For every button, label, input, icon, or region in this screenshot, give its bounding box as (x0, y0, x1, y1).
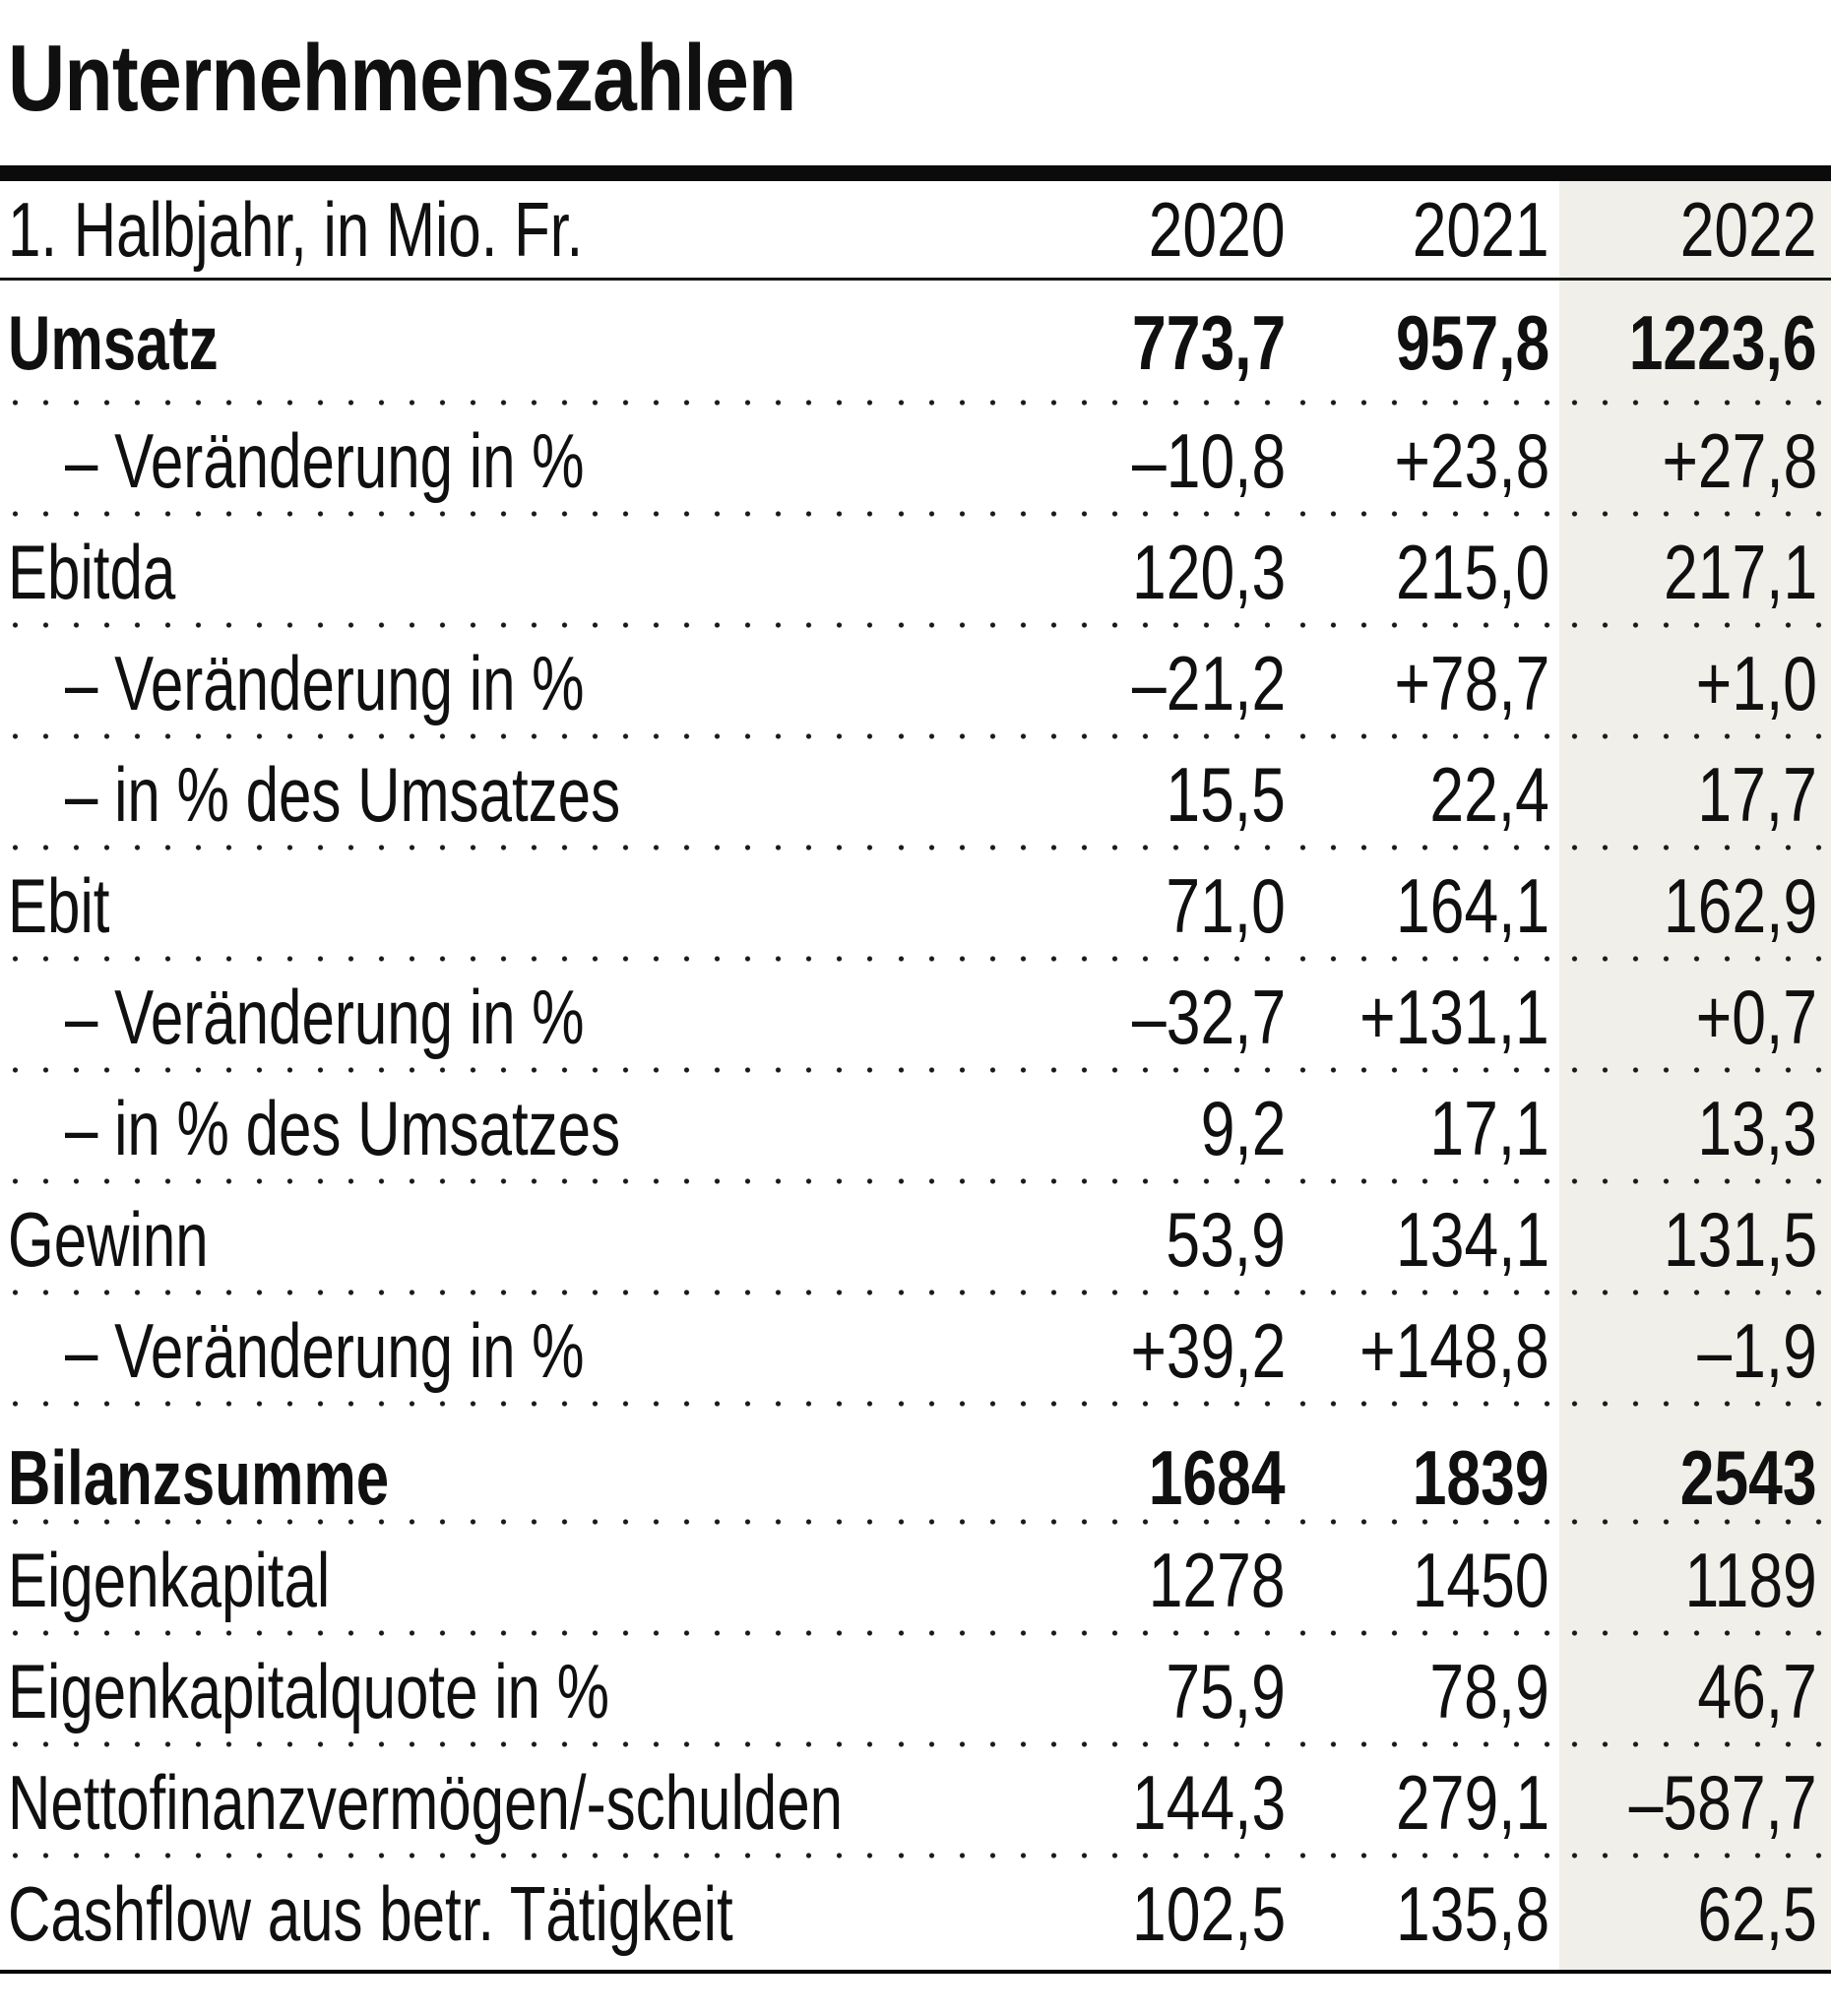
value-2021: 215,0 (1395, 529, 1549, 615)
value-2022: 162,9 (1663, 862, 1817, 949)
value-2020: 120,3 (1131, 529, 1286, 615)
header-row: 1. Halbjahr, in Mio. Fr. 2020 2021 2022 (0, 181, 1831, 281)
value-2022: –587,7 (1629, 1759, 1817, 1846)
value-2020: +39,2 (1130, 1307, 1286, 1394)
title-block: Unternehmenszahlen (0, 0, 1831, 165)
row-label: Ebit (8, 862, 110, 949)
row-label: Ebitda (8, 529, 176, 615)
value-2022: 131,5 (1663, 1196, 1817, 1283)
value-2021: +23,8 (1394, 417, 1549, 504)
row-label: Umsatz (8, 299, 219, 386)
value-2022: 62,5 (1697, 1870, 1817, 1957)
value-2021: 1839 (1413, 1433, 1549, 1521)
value-2021: 957,8 (1395, 299, 1549, 386)
row-label: Nettofinanzvermögen/-schulden (8, 1759, 843, 1846)
year-header-2022: 2022 (1559, 181, 1831, 281)
row-label: – Veränderung in % (65, 974, 585, 1060)
title-rule (0, 165, 1831, 181)
value-2020: 102,5 (1131, 1870, 1286, 1957)
value-2021: 1450 (1413, 1537, 1549, 1623)
value-2022: 46,7 (1697, 1648, 1817, 1734)
value-2022: 217,1 (1663, 529, 1817, 615)
value-2021: 135,8 (1395, 1870, 1549, 1957)
table-row: Nettofinanzvermögen/-schulden 144,3 279,… (0, 1747, 1831, 1858)
value-2020: 9,2 (1200, 1085, 1286, 1171)
row-label: Gewinn (8, 1196, 209, 1283)
value-2020: –21,2 (1131, 640, 1286, 726)
unit-label: 1. Halbjahr, in Mio. Fr. (8, 185, 584, 273)
value-2022: 17,7 (1697, 751, 1817, 838)
row-label: Eigenkapitalquote in % (8, 1648, 610, 1734)
table-row: Ebitda 120,3 215,0 217,1 (0, 517, 1831, 628)
value-2021: 78,9 (1429, 1648, 1549, 1734)
row-label: – in % des Umsatzes (65, 1085, 621, 1171)
company-figures-table: 1. Halbjahr, in Mio. Fr. 2020 2021 2022 … (0, 181, 1831, 1974)
value-2022: 1189 (1684, 1537, 1817, 1623)
page-title: Unternehmenszahlen (8, 26, 1831, 131)
value-2021: 22,4 (1429, 751, 1549, 838)
row-label: – Veränderung in % (65, 1307, 585, 1394)
value-2020: –10,8 (1131, 417, 1286, 504)
row-label: – Veränderung in % (65, 640, 585, 726)
value-2021: 164,1 (1395, 862, 1549, 949)
table-row: Cashflow aus betr. Tätigkeit 102,5 135,8… (0, 1858, 1831, 1974)
year-header-2020: 2020 (886, 181, 1288, 281)
table-row: Eigenkapital 1278 1450 1189 (0, 1525, 1831, 1636)
value-2022: –1,9 (1697, 1307, 1817, 1394)
value-2020: 1684 (1149, 1433, 1286, 1521)
value-2022: 2543 (1680, 1433, 1817, 1521)
value-2020: –32,7 (1131, 974, 1286, 1060)
row-label: – in % des Umsatzes (65, 751, 621, 838)
value-2021: 134,1 (1395, 1196, 1549, 1283)
value-2022: +27,8 (1662, 417, 1817, 504)
table-row: – in % des Umsatzes 9,2 17,1 13,3 (0, 1073, 1831, 1184)
table-row: Eigenkapitalquote in % 75,9 78,9 46,7 (0, 1636, 1831, 1747)
table-row: – Veränderung in % +39,2 +148,8 –1,9 (0, 1295, 1831, 1407)
value-2022: 1223,6 (1629, 299, 1817, 386)
row-label: – Veränderung in % (65, 417, 585, 504)
page-title-text: Unternehmenszahlen (8, 26, 796, 131)
table-row: – in % des Umsatzes 15,5 22,4 17,7 (0, 739, 1831, 850)
table-row: – Veränderung in % –10,8 +23,8 +27,8 (0, 406, 1831, 517)
row-label: Bilanzsumme (8, 1433, 390, 1521)
value-2022: 13,3 (1697, 1085, 1817, 1171)
value-2020: 15,5 (1166, 751, 1286, 838)
row-label: Cashflow aus betr. Tätigkeit (8, 1870, 733, 1957)
value-2020: 71,0 (1166, 862, 1286, 949)
value-2021: 17,1 (1429, 1085, 1549, 1171)
row-label: Eigenkapital (8, 1537, 331, 1623)
table-row: – Veränderung in % –21,2 +78,7 +1,0 (0, 628, 1831, 739)
table-row: Bilanzsumme 1684 1839 2543 (0, 1407, 1831, 1525)
value-2020: 75,9 (1166, 1648, 1286, 1734)
value-2020: 1278 (1149, 1537, 1286, 1623)
table-header: 1. Halbjahr, in Mio. Fr. 2020 2021 2022 (0, 181, 1831, 281)
value-2020: 53,9 (1166, 1196, 1286, 1283)
table-row: Gewinn 53,9 134,1 131,5 (0, 1184, 1831, 1295)
value-2020: 144,3 (1131, 1759, 1286, 1846)
value-2021: +131,1 (1359, 974, 1549, 1060)
year-header-2021: 2021 (1288, 181, 1559, 281)
value-2022: +0,7 (1695, 974, 1817, 1060)
value-2020: 773,7 (1131, 299, 1286, 386)
table-body: Umsatz 773,7 957,8 1223,6 – Veränderung … (0, 279, 1831, 1974)
table-row: Ebit 71,0 164,1 162,9 (0, 850, 1831, 962)
unit-label-cell: 1. Halbjahr, in Mio. Fr. (0, 181, 886, 281)
value-2021: 279,1 (1395, 1759, 1549, 1846)
table-row: Umsatz 773,7 957,8 1223,6 (0, 279, 1831, 406)
value-2022: +1,0 (1695, 640, 1817, 726)
value-2021: +78,7 (1394, 640, 1549, 726)
table-row: – Veränderung in % –32,7 +131,1 +0,7 (0, 962, 1831, 1073)
value-2021: +148,8 (1359, 1307, 1549, 1394)
